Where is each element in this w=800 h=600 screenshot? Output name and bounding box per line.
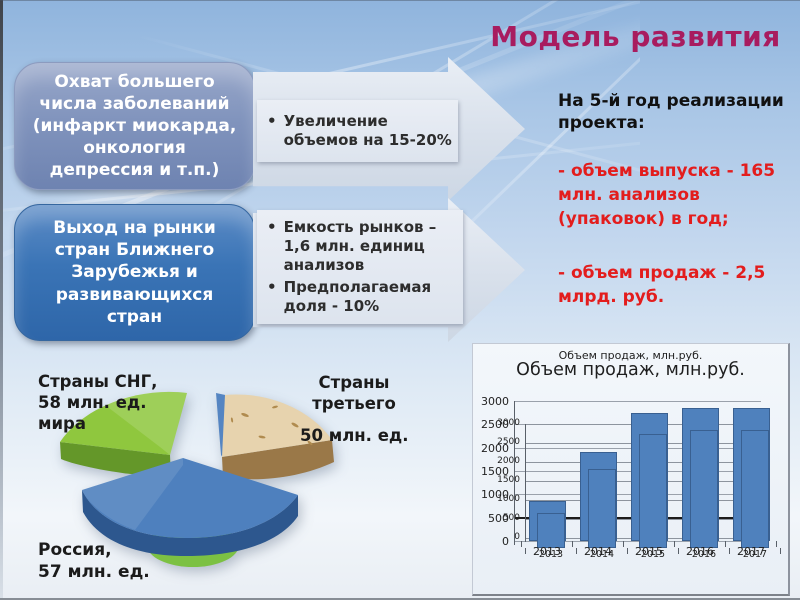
x-tick-front-4 — [729, 548, 730, 554]
gridline-back-3000 — [514, 401, 761, 402]
slide-bottom-edge — [0, 598, 800, 600]
x-tick-back-3 — [674, 541, 675, 547]
y-tick-label-back-3000: 3000 — [481, 395, 509, 408]
x-tick-label-back-2017: 2017 — [737, 545, 765, 558]
y-tick-label-front-1000: 1000 — [497, 494, 520, 504]
x-tick-label-back-2014: 2014 — [584, 545, 612, 558]
x-tick-back-5 — [776, 541, 777, 547]
y-axis-front — [525, 424, 526, 542]
y-tick-label-back-1500: 1500 — [481, 465, 509, 478]
y-tick-label-back-2500: 2500 — [481, 418, 509, 432]
x-tick-front-5 — [780, 548, 781, 554]
y-tick-label-back-500: 500 — [488, 511, 509, 525]
bullet-item: Емкость рынков – 1,6 млн. единиц анализо… — [265, 218, 457, 274]
chart-title-large: Объем продаж, млн.руб. — [516, 360, 745, 380]
slide-top-edge — [0, 0, 800, 1]
bar-2017-front — [741, 430, 769, 548]
sales-volume-text: - объем продаж - 2,5 млрд. руб. — [558, 263, 766, 307]
slide-left-edge — [0, 0, 3, 600]
y-axis-back — [514, 401, 515, 545]
pie-slice-cis-side — [60, 442, 171, 478]
x-tick-front-2 — [627, 548, 628, 554]
benefit-box-diseases-label: Охват большего числа заболеваний (инфарк… — [32, 71, 237, 181]
x-tick-label-front-2015: 2015 — [640, 549, 666, 560]
pie-label-russia: Россия, 57 млн. ед. — [38, 540, 150, 582]
x-tick-front-3 — [678, 548, 679, 554]
x-tick-label-front-2013: 2013 — [538, 549, 564, 560]
project-year5-heading: На 5-й год реализации проекта: — [558, 91, 784, 134]
bar-2016-front — [690, 430, 718, 548]
y-tick-label-front-1500: 1500 — [497, 475, 520, 485]
x-tick-back-1 — [572, 541, 573, 547]
pie-slice-russia-top — [82, 458, 298, 539]
pie-cis-sheen — [105, 391, 187, 455]
slide-title: Модель развития — [490, 20, 781, 53]
chart-panel: Объем продаж, млн.руб. Объем продаж, млн… — [472, 343, 790, 596]
y-tick-label-front-500: 500 — [502, 513, 520, 523]
bar-2013-front — [537, 512, 565, 548]
x-tick-front-1 — [576, 548, 577, 554]
chart-title-small: Объем продаж, млн.руб. — [558, 349, 703, 362]
x-tick-label-front-2016: 2016 — [691, 549, 717, 560]
pie-tan-speckles — [230, 405, 313, 446]
gridline-back-0 — [514, 541, 761, 542]
x-tick-front-0 — [525, 548, 526, 554]
x-tick-label-back-2016: 2016 — [686, 545, 714, 558]
y-tick-label-front-3000: 3000 — [497, 418, 520, 428]
y-tick-label-front-2500: 2500 — [497, 437, 520, 447]
pie-slice-third-top — [222, 394, 332, 457]
y-tick-label-back-0: 0 — [502, 535, 509, 548]
x-tick-back-2 — [623, 541, 624, 547]
x-tick-label-front-2017: 2017 — [742, 549, 768, 560]
pie-label-third: Страны третьего — [312, 373, 396, 413]
x-tick-label-back-2013: 2013 — [533, 545, 561, 558]
pie-slice-russia-side — [82, 490, 298, 557]
benefit-box-diseases: Охват большего числа заболеваний (инфарк… — [14, 62, 255, 190]
pie-russia-sheen — [82, 458, 183, 530]
bar-2014-front — [588, 469, 616, 548]
y-tick-label-front-0: 0 — [514, 532, 520, 542]
y-tick-label-back-2000: 2000 — [481, 441, 509, 455]
output-volume-text: - объем выпуска - 165 млн. анализов (упа… — [558, 161, 776, 229]
pie-label-cis: Страны СНГ, 58 млн. ед. мира — [38, 372, 158, 433]
bullet-item: Предполагаемая доля - 10% — [265, 278, 457, 316]
arrow1-bullets: Увеличение объемов на 15-20% — [257, 100, 458, 162]
y-tick-label-front-2000: 2000 — [497, 456, 520, 466]
bullet-item: Увеличение объемов на 15-20% — [265, 112, 452, 150]
x-tick-label-back-2015: 2015 — [635, 545, 663, 558]
pie-slice-cis-top — [60, 391, 187, 455]
bar-2015-front — [639, 434, 667, 548]
arrow2-bullets: Емкость рынков – 1,6 млн. единиц анализо… — [257, 210, 463, 324]
pie-label-third-value: 50 млн. ед. — [300, 426, 409, 445]
pie-chart — [60, 391, 334, 567]
benefit-box-markets-label: Выход на рынки стран Ближнего Зарубежья … — [53, 218, 216, 327]
pie-slice-third-side — [222, 440, 334, 480]
x-tick-back-0 — [521, 541, 522, 547]
benefit-box-markets: Выход на рынки стран Ближнего Зарубежья … — [14, 204, 255, 341]
x-tick-back-4 — [725, 541, 726, 547]
y-tick-label-back-1000: 1000 — [481, 488, 509, 502]
x-tick-label-front-2014: 2014 — [589, 549, 615, 560]
